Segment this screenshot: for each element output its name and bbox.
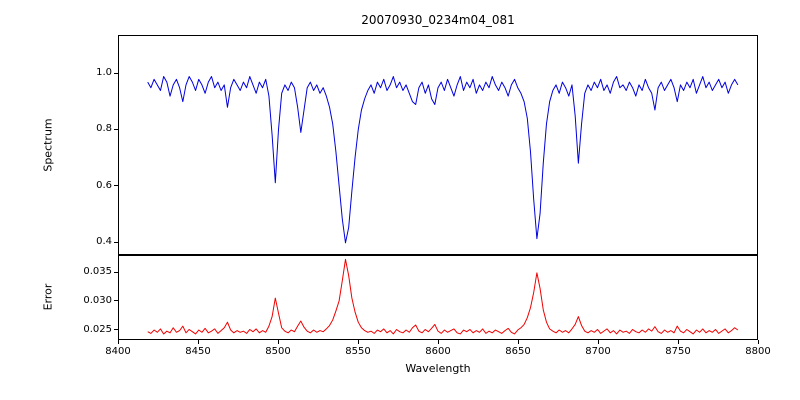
spectrum-panel [118,35,758,255]
y-tick-mark [114,329,118,331]
error-line [147,258,739,335]
y-tick-label: 1.0 [96,67,112,79]
error-panel [118,255,758,340]
y-tick-label: 0.6 [96,179,112,191]
y-tick-mark [114,271,118,273]
error-plot-area [147,258,739,335]
x-tick-mark [677,340,679,344]
x-tick-label: 8450 [185,346,211,357]
y-tick-label: 0.035 [83,266,112,278]
y-tick-mark [114,185,118,187]
x-tick-mark [517,340,519,344]
x-tick-mark [757,340,759,344]
x-axis-label: Wavelength [405,362,471,375]
plot-title: 20070930_0234m04_081 [361,13,515,27]
x-tick-label: 8500 [265,346,291,357]
y-tick-label: 0.8 [96,123,112,135]
x-tick-mark [117,340,119,344]
spectrum-line [147,76,739,244]
y-tick-mark [114,128,118,130]
x-tick-label: 8600 [425,346,451,357]
x-tick-label: 8700 [585,346,611,357]
y-tick-mark [114,72,118,74]
x-tick-label: 8550 [345,346,371,357]
y-tick-label: 0.4 [96,236,112,248]
x-tick-label: 8800 [745,346,771,357]
x-tick-label: 8750 [665,346,691,357]
y-tick-mark [114,300,118,302]
spectrum-plot-area [147,76,739,244]
y-tick-label: 0.025 [83,323,112,335]
y-tick-mark [114,241,118,243]
x-tick-mark [597,340,599,344]
x-tick-label: 8400 [105,346,131,357]
x-tick-label: 8650 [505,346,531,357]
x-tick-mark [437,340,439,344]
x-tick-mark [357,340,359,344]
y-tick-label: 0.030 [83,294,112,306]
x-tick-mark [197,340,199,344]
x-tick-mark [277,340,279,344]
